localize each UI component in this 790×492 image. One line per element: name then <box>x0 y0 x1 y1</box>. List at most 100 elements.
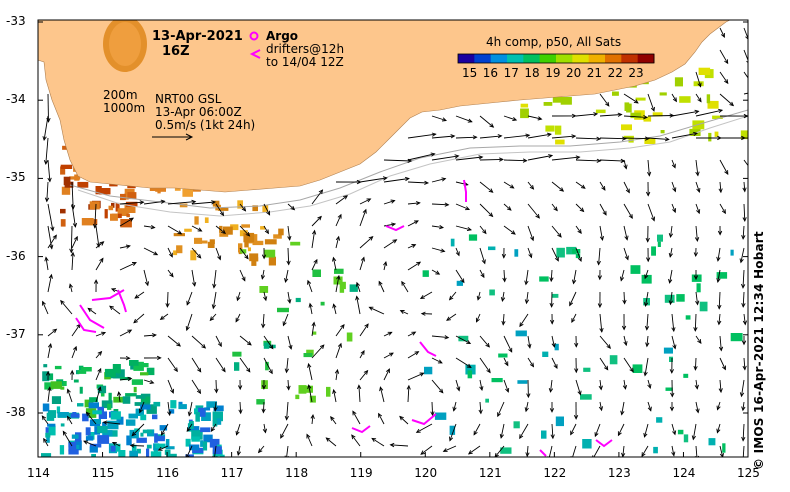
current-arrow <box>415 423 433 433</box>
sst-patch <box>85 427 91 436</box>
current-arrow <box>623 93 639 104</box>
sst-patch <box>98 411 107 419</box>
current-arrow <box>191 269 197 287</box>
sst-patch <box>68 442 77 452</box>
current-arrow <box>47 386 52 403</box>
current-arrow <box>119 217 135 227</box>
sst-patch <box>125 419 136 426</box>
current-arrow <box>335 195 349 205</box>
sst-patch <box>251 256 257 266</box>
sst-patch <box>612 91 619 96</box>
current-arrow <box>261 379 267 390</box>
sst-patch <box>128 413 138 419</box>
sst-patch <box>89 397 98 402</box>
current-arrow <box>186 291 193 306</box>
sst-patch <box>60 386 65 390</box>
sst-patch <box>653 446 658 454</box>
current-arrow <box>287 203 296 211</box>
sst-patch <box>154 433 158 443</box>
sst-patch <box>195 412 200 422</box>
current-arrow <box>308 302 313 315</box>
sst-patch <box>170 400 177 409</box>
current-arrow <box>575 247 582 262</box>
sst-patch <box>97 425 108 434</box>
sst-patch <box>222 226 233 235</box>
current-arrow <box>695 71 702 88</box>
current-arrow <box>479 379 484 391</box>
sst-patch <box>140 414 147 421</box>
sst-patch <box>683 434 689 443</box>
sst-patch <box>209 239 215 244</box>
sst-patch <box>456 280 463 286</box>
current-arrow <box>719 71 729 85</box>
current-arrow <box>575 379 582 396</box>
current-arrow <box>355 295 361 315</box>
current-arrow <box>671 93 677 103</box>
sst-patch <box>696 283 701 293</box>
colorbar-segment <box>556 54 573 63</box>
current-arrow <box>191 225 203 232</box>
sst-patch <box>498 353 508 358</box>
current-arrow <box>311 189 324 205</box>
sst-patch <box>74 174 80 181</box>
sst-patch <box>73 379 79 383</box>
current-arrow <box>669 402 675 412</box>
current-arrow <box>431 115 447 122</box>
current-arrow <box>215 203 225 217</box>
current-arrow <box>718 335 724 352</box>
sst-patch <box>178 401 183 407</box>
current-arrow <box>503 225 516 235</box>
sst-patch <box>118 450 126 457</box>
sst-warm-pool-core <box>109 22 141 66</box>
current-arrow <box>383 352 394 359</box>
current-arrow <box>139 401 145 414</box>
current-arrow <box>455 203 471 211</box>
sst-patch <box>155 443 166 449</box>
sst-patch <box>555 416 564 427</box>
current-arrow <box>238 401 243 415</box>
current-arrow <box>527 225 535 242</box>
sst-patch <box>200 427 211 433</box>
sst-patch <box>82 413 89 422</box>
current-arrow <box>119 355 131 361</box>
current-arrow <box>551 134 577 139</box>
sst-patch <box>182 189 193 197</box>
current-arrow <box>695 291 700 306</box>
sst-patch <box>124 193 129 200</box>
colorbar-segment <box>474 54 492 63</box>
colorbar-frame <box>457 53 655 64</box>
current-arrow <box>159 313 169 321</box>
sst-patch <box>48 425 56 436</box>
sst-patch <box>200 240 208 244</box>
current-arrow <box>307 279 313 293</box>
current-arrow <box>407 201 421 206</box>
x-tick-label: 120 <box>414 466 438 480</box>
sst-patch <box>117 208 129 216</box>
sst-patch <box>485 398 489 403</box>
current-arrow <box>668 225 674 239</box>
current-arrow <box>570 423 577 436</box>
sst-patch <box>102 422 107 427</box>
current-arrow <box>356 384 362 403</box>
sst-patch <box>541 430 547 439</box>
sst-patch <box>632 364 643 373</box>
current-arrow <box>359 176 388 183</box>
sst-patch <box>97 435 110 444</box>
current-arrow <box>431 225 445 230</box>
colorbar-tick-label: 23 <box>628 66 644 80</box>
current-arrow <box>718 379 723 394</box>
sst-patch <box>61 186 71 195</box>
sst-patch <box>192 447 204 454</box>
product-label: 4h comp, p50, All Sats <box>486 35 622 49</box>
current-arrow <box>571 269 577 285</box>
sst-patch <box>63 176 71 186</box>
sst-patch <box>424 366 433 375</box>
current-arrow <box>143 225 156 230</box>
sst-patch <box>124 203 136 213</box>
drifter-track <box>411 413 437 426</box>
current-arrow <box>695 93 702 103</box>
current-arrow <box>215 357 226 373</box>
sst-patch <box>60 208 66 214</box>
current-arrow <box>695 401 700 414</box>
current-arrow <box>215 335 222 348</box>
